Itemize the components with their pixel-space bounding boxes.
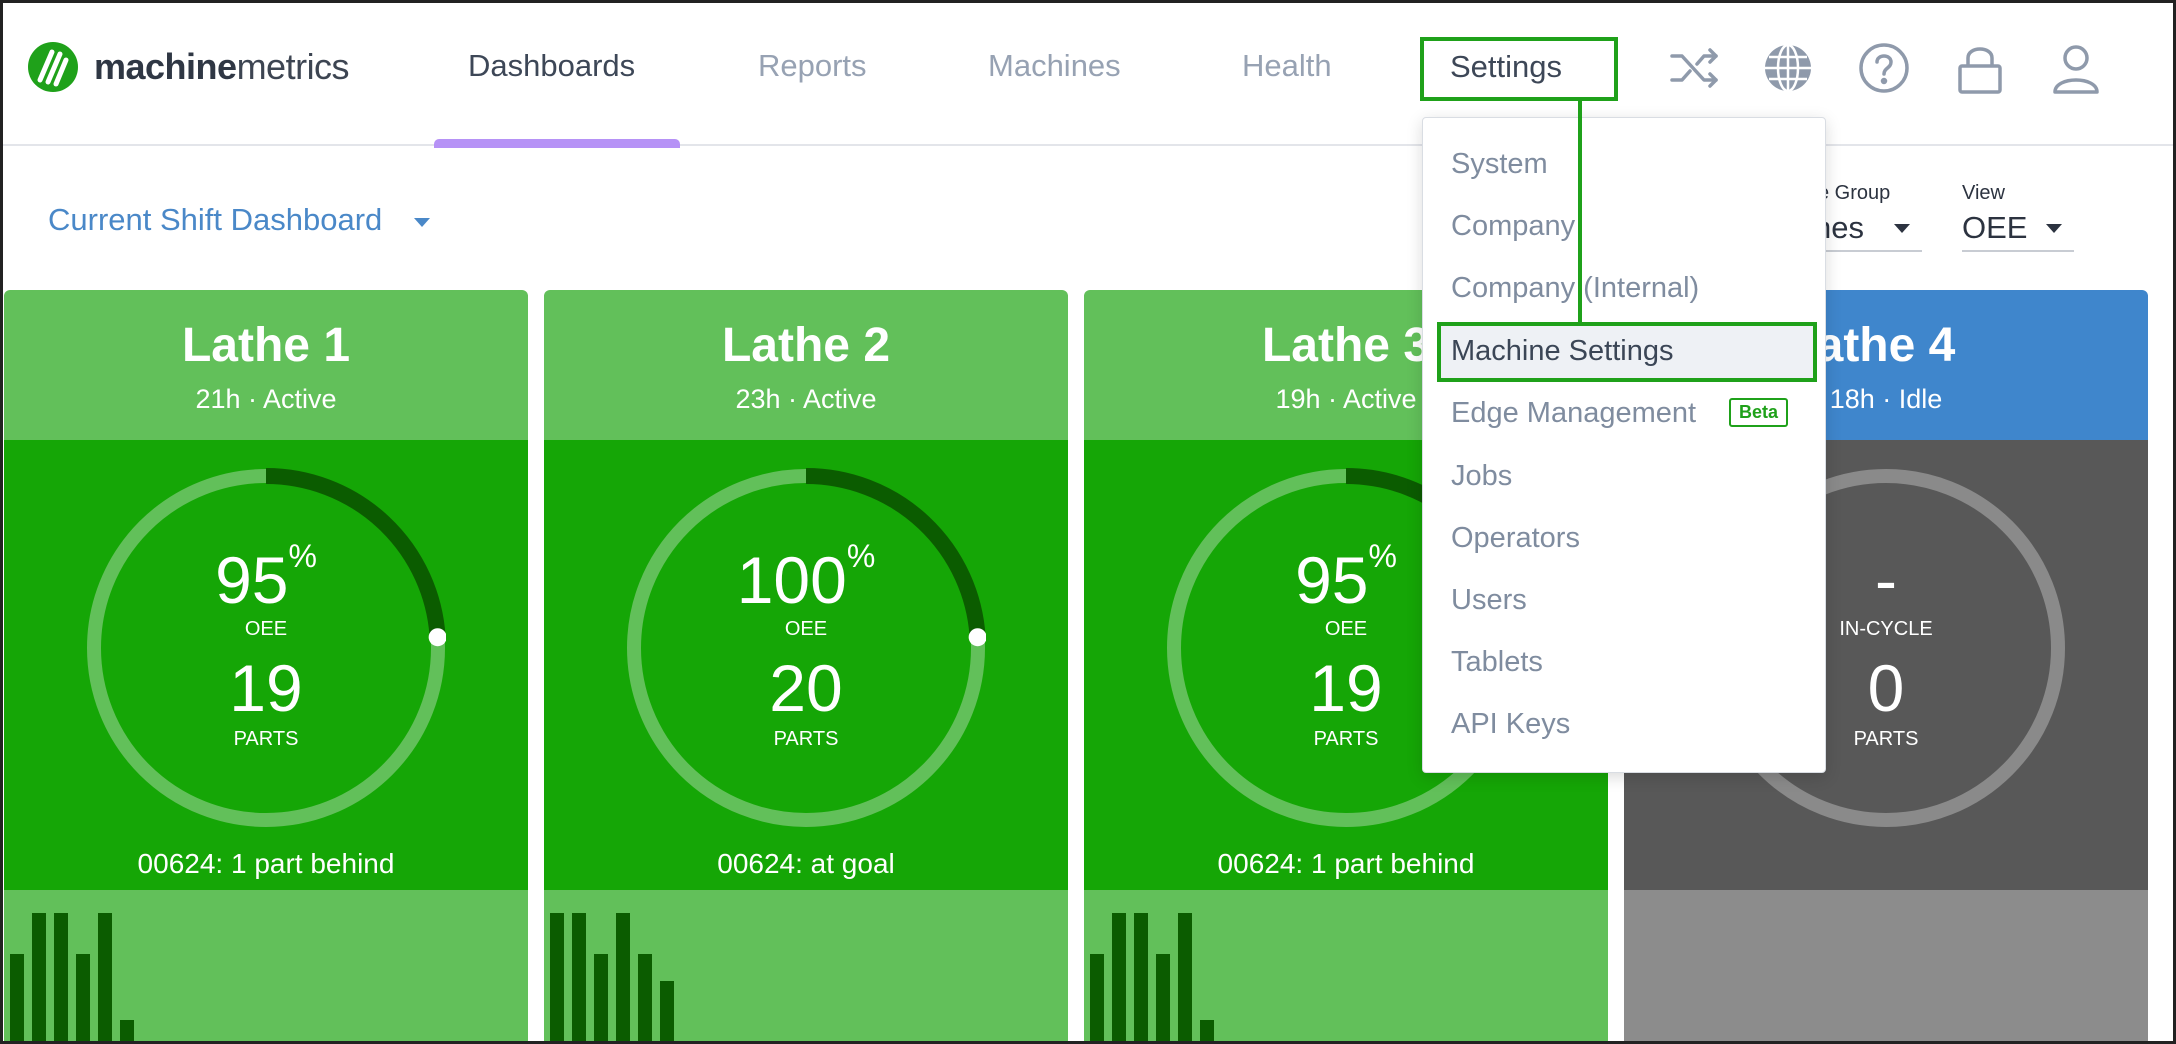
parts-count: 20 [769,651,843,725]
shift-bar [54,913,68,1044]
metric-label: OEE [244,618,288,640]
help-icon[interactable] [1856,40,1912,96]
menu-item-machine-settings[interactable]: Machine Settings [1451,335,1674,367]
machine-card[interactable]: Lathe 1 21h · Active 95% OEE 19 PARTS 00624: 1… [4,290,528,1044]
goal-status: 00624: 1 part behind [137,848,395,879]
machine-name: Lathe 1 [181,319,351,372]
user-icon[interactable] [2048,40,2104,96]
group-label: e Group [1818,182,1891,204]
shift-bar [120,1020,134,1044]
shift-bar [76,954,90,1044]
goal-status: 00624: at goal [717,848,895,879]
caret-down-icon[interactable] [1894,224,1910,233]
menu-item-jobs[interactable]: Jobs [1451,460,1513,492]
menu-item-system[interactable]: System [1451,148,1548,180]
card-footer-chart [1084,890,1608,1044]
oee-gauge [626,468,986,828]
lock-icon[interactable] [1952,40,2008,96]
shift-bar [1178,913,1192,1044]
shift-bar [594,954,608,1044]
globe-icon[interactable] [1760,40,1816,96]
parts-count: 19 [229,651,303,725]
view-select-underline [1962,250,2074,252]
machine-name: Lathe 3 [1261,319,1431,372]
machine-name: athe 4 [1816,319,1956,372]
metric-value: 100% [736,538,876,617]
metric-value: - [1875,543,1897,617]
menu-item-edge-management[interactable]: Edge Management [1451,397,1697,429]
nav-machines[interactable]: Machines [988,48,1121,83]
parts-label: PARTS [233,728,299,750]
settings-highlight-box [1420,37,1618,101]
nav-dashboards[interactable]: Dashboards [468,48,636,83]
shift-bar [572,913,586,1044]
goal-status: 00624: 1 part behind [1217,848,1475,879]
annotation-connector [1578,100,1582,322]
settings-dropdown-menu: System Company Company (Internal) Machin… [1422,117,1826,773]
top-header: machinemetrics Dashboards Reports Machin… [0,0,2176,148]
shift-bar [1090,954,1104,1044]
view-select[interactable]: OEE [1962,210,2028,245]
machine-card[interactable]: Lathe 2 23h · Active 100% OEE 20 PARTS 00624: … [544,290,1068,1044]
parts-label: PARTS [773,728,839,750]
machine-name: Lathe 2 [721,319,891,372]
metric-label: IN-CYCLE [1839,618,1933,640]
beta-badge: Beta [1729,398,1789,427]
menu-item-users[interactable]: Users [1451,584,1527,616]
logo-text: machinemetrics [94,46,350,87]
active-nav-indicator [434,139,680,148]
metric-value: 95% [1295,538,1397,617]
caret-down-icon[interactable] [414,218,430,227]
shift-bar [638,954,652,1044]
card-footer-chart [544,890,1068,1044]
shift-bar [10,954,24,1044]
highlighted-item-box [1437,322,1817,382]
card-header: Lathe 1 21h · Active [4,290,528,440]
shuffle-icon[interactable] [1666,40,1722,96]
menu-item-company-internal[interactable]: Company (Internal) [1451,272,1700,304]
menu-item-company[interactable]: Company [1451,210,1576,242]
parts-count: 0 [1867,651,1905,725]
machine-status: 21h · Active [195,384,337,414]
menu-item-operators[interactable]: Operators [1451,522,1580,554]
shift-bar [32,913,46,1044]
view-label: View [1962,182,2005,204]
machine-status: 23h · Active [735,384,877,414]
shift-bar [1112,913,1126,1044]
parts-count: 19 [1309,651,1383,725]
parts-label: PARTS [1313,728,1379,750]
shift-bar [1134,913,1148,1044]
caret-down-icon[interactable] [2046,224,2062,233]
card-header: Lathe 2 23h · Active [544,290,1068,440]
shift-bar [1200,1020,1214,1044]
menu-item-tablets[interactable]: Tablets [1451,646,1543,678]
card-body: 95% OEE 19 PARTS 00624: 1 part behind [4,440,528,890]
shift-bar [616,913,630,1044]
parts-label: PARTS [1853,728,1919,750]
machine-status: 19h · Active [1275,384,1417,414]
menu-item-api-keys[interactable]: API Keys [1451,708,1571,740]
logo-mark-icon [28,42,78,92]
oee-gauge [86,468,446,828]
metric-label: OEE [784,618,828,640]
shift-bar [550,913,564,1044]
card-footer-chart [4,890,528,1044]
metric-label: OEE [1324,618,1368,640]
logo[interactable]: machinemetrics [26,40,350,94]
group-select-underline [1790,250,1922,252]
shift-bar [98,913,112,1044]
card-body: 100% OEE 20 PARTS 00624: at goal [544,440,1068,890]
nav-health[interactable]: Health [1242,48,1332,83]
dashboard-selector[interactable]: Current Shift Dashboard [48,202,383,237]
shift-bar [660,981,674,1044]
card-footer-chart [1624,890,2148,1044]
metric-value: 95% [215,538,317,617]
shift-bar [1156,954,1170,1044]
machine-status: 18h · Idle [1829,384,1943,414]
nav-settings[interactable]: Settings [1450,49,1563,84]
nav-reports[interactable]: Reports [758,48,867,83]
